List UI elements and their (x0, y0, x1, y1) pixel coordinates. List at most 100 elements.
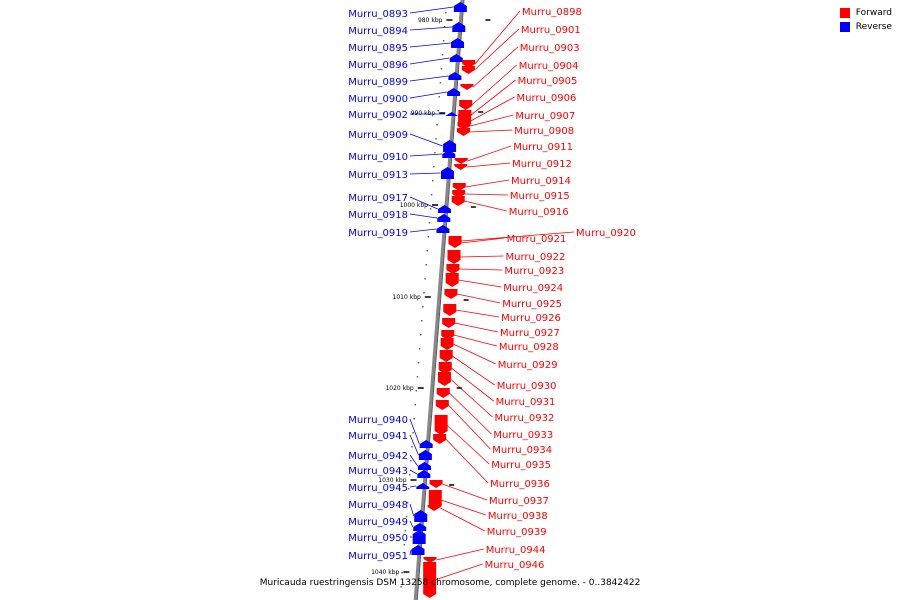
forward-gene-16 (446, 264, 460, 274)
axis-dot (427, 236, 430, 238)
forward-gene-label-0: Murru_0898 (522, 7, 582, 18)
reverse-gene-4 (448, 72, 462, 80)
reverse-gene-label-5: Murru_0900 (348, 94, 408, 105)
forward-gene-24 (438, 362, 452, 374)
reverse-gene-label-7: Murru_0909 (348, 130, 408, 141)
axis-dot (404, 530, 407, 532)
axis-dot (406, 502, 409, 504)
axis-dot (438, 96, 441, 98)
forward-leader-26 (449, 392, 492, 435)
reverse-gene-8 (442, 150, 456, 158)
forward-gene-33 (423, 557, 437, 563)
reverse-gene-label-11: Murru_0918 (348, 210, 408, 221)
forward-gene-23 (439, 350, 453, 362)
tick-label: 1030 kbp (378, 477, 406, 484)
axis-dot (407, 488, 410, 490)
tick-label: 1000 kbp (400, 202, 428, 209)
reverse-gene-6 (445, 112, 459, 116)
forward-gene-label-7: Murru_0908 (514, 126, 574, 137)
forward-gene-label-6: Murru_0907 (515, 111, 575, 122)
reverse-leader-1 (409, 26, 452, 31)
reverse-gene-label-16: Murru_0943 (348, 466, 408, 477)
forward-gene-29 (433, 434, 447, 444)
reverse-leader-17 (409, 485, 417, 488)
axis-dot (436, 124, 438, 126)
tick-label: 990 kbp (411, 110, 436, 117)
reverse-gene-17 (416, 483, 430, 489)
forward-leader-17 (458, 279, 502, 288)
reverse-leader-10 (409, 196, 438, 210)
axis-dot (441, 54, 444, 56)
reverse-leader-2 (409, 42, 451, 48)
forward-leader-7 (469, 129, 513, 133)
forward-leader-33 (436, 548, 484, 561)
forward-gene-7 (457, 128, 471, 136)
forward-leader-31 (440, 499, 487, 516)
axis-dot (400, 586, 402, 588)
forward-leader-34 (434, 563, 483, 581)
forward-gene-label-15: Murru_0922 (506, 252, 566, 263)
forward-gene-34 (423, 562, 437, 598)
forward-gene-22 (440, 338, 454, 350)
axis-dot (423, 292, 425, 294)
reverse-leader-18 (409, 503, 415, 517)
reverse-gene-1 (452, 22, 466, 32)
forward-gene-3 (459, 100, 473, 110)
legend-reverse: Reverse (839, 22, 892, 32)
axis-dot (433, 166, 435, 168)
reverse-gene-label-19: Murru_0949 (348, 517, 408, 528)
forward-gene-2 (460, 84, 474, 90)
axis-dot (412, 432, 414, 434)
tick-label: 1020 kbp (385, 385, 413, 392)
forward-leader-18 (456, 293, 501, 304)
axis-dot (426, 250, 428, 252)
reverse-leader-15 (409, 454, 418, 467)
forward-gene-label-28: Murru_0935 (491, 460, 551, 471)
forward-gene-18 (444, 289, 458, 299)
forward-leader-28 (446, 424, 490, 465)
axis-dot (425, 264, 427, 266)
forward-gene-label-34: Murru_0946 (485, 560, 545, 571)
reverse-gene-10 (438, 205, 452, 213)
axis-dot (417, 362, 420, 364)
reverse-leader-7 (409, 133, 443, 147)
legend-forward-swatch (839, 8, 850, 18)
legend: Forward Reverse (839, 8, 892, 36)
reverse-gene-label-4: Murru_0899 (348, 77, 408, 88)
forward-leader-24 (451, 367, 494, 402)
forward-gene-label-27: Murru_0934 (492, 445, 552, 456)
forward-leader-6 (470, 114, 514, 127)
forward-gene-9 (454, 164, 468, 170)
reverse-leader-9 (409, 172, 441, 175)
reverse-leader-13 (409, 418, 420, 445)
reverse-gene-14 (418, 450, 432, 460)
map-caption: Muricauda ruestringensis DSM 13258 chrom… (259, 578, 641, 588)
forward-leader-25 (450, 378, 493, 418)
forward-gene-label-5: Murru_0906 (517, 93, 577, 104)
reverse-leader-0 (409, 6, 454, 14)
reverse-gene-21 (411, 545, 425, 555)
reverse-leader-5 (409, 91, 447, 99)
reverse-gene-20 (412, 530, 426, 544)
forward-gene-label-8: Murru_0911 (513, 142, 573, 153)
axis-dot (434, 152, 436, 154)
forward-leader-12 (464, 200, 507, 212)
forward-gene-label-22: Murru_0929 (498, 360, 558, 371)
forward-leader-22 (452, 343, 496, 365)
forward-leader-15 (459, 255, 504, 258)
reverse-gene-13 (419, 440, 433, 448)
forward-gene-10 (452, 183, 466, 191)
tick-label: 1040 kbp (371, 569, 399, 576)
forward-gene-label-25: Murru_0932 (495, 413, 555, 424)
forward-gene-1 (461, 66, 475, 74)
axis-dot (435, 138, 437, 140)
axis-dot (437, 110, 439, 112)
forward-gene-label-10: Murru_0914 (511, 176, 571, 187)
axis-dot (421, 320, 423, 322)
forward-leader-1 (474, 28, 520, 71)
forward-leader-29 (445, 438, 489, 484)
forward-leader-30 (442, 483, 488, 501)
forward-gene-label-20: Murru_0927 (500, 328, 560, 339)
reverse-leader-11 (409, 213, 438, 219)
